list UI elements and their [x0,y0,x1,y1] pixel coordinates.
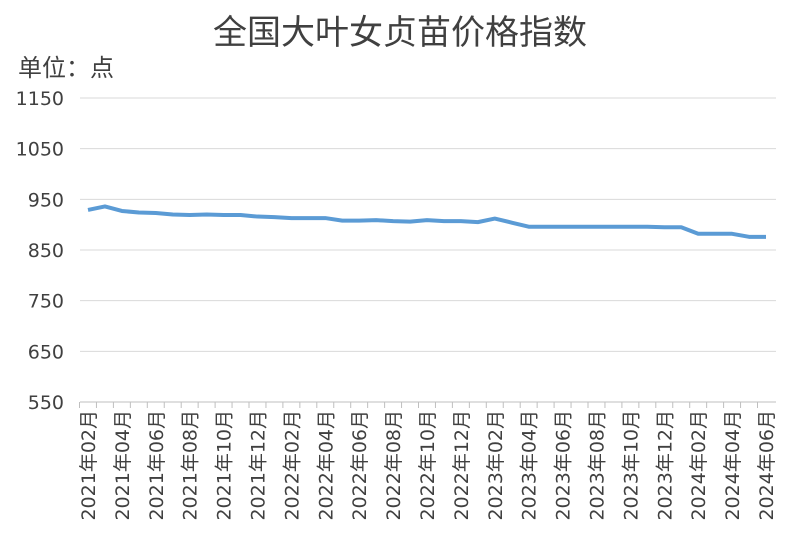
y-tick-label: 550 [28,392,64,414]
x-tick-label: 2023年12月 [654,410,676,521]
data-line [87,204,766,239]
unit-label: 单位：点 [18,54,114,82]
y-tick-label: 750 [28,291,64,313]
x-tick-label: 2021年06月 [146,410,168,521]
y-tick-label: 650 [28,341,64,363]
x-tick-label: 2024年04月 [722,410,744,521]
y-tick-label: 850 [28,240,64,262]
x-tick-label: 2021年08月 [180,410,202,521]
x-tick-label: 2022年02月 [281,410,303,521]
x-tick-label: 2022年08月 [383,410,405,521]
x-tick-label: 2022年12月 [451,410,473,521]
x-tick-label: 2024年06月 [756,410,778,521]
x-tick-label: 2023年06月 [553,410,575,521]
x-tick-label: 2023年02月 [485,410,507,521]
x-tick-label: 2023年04月 [519,410,541,521]
chart-title: 全国大叶女贞苗价格指数 [213,13,587,53]
x-tick-label: 2021年10月 [214,410,236,521]
x-tick-label: 2024年02月 [688,410,710,521]
x-tick-label: 2022年10月 [417,410,439,521]
x-tick-label: 2023年10月 [620,410,642,521]
x-tick-label: 2022年06月 [349,410,371,521]
y-tick-label: 1050 [16,139,64,161]
y-tick-label: 950 [28,189,64,211]
x-tick-label: 2021年12月 [248,410,270,521]
x-tick-label: 2021年04月 [112,410,134,521]
y-tick-label: 1150 [16,88,64,110]
x-tick-label: 2022年04月 [315,410,337,521]
x-tick-label: 2021年02月 [78,410,100,521]
x-tick-label: 2023年08月 [587,410,609,521]
